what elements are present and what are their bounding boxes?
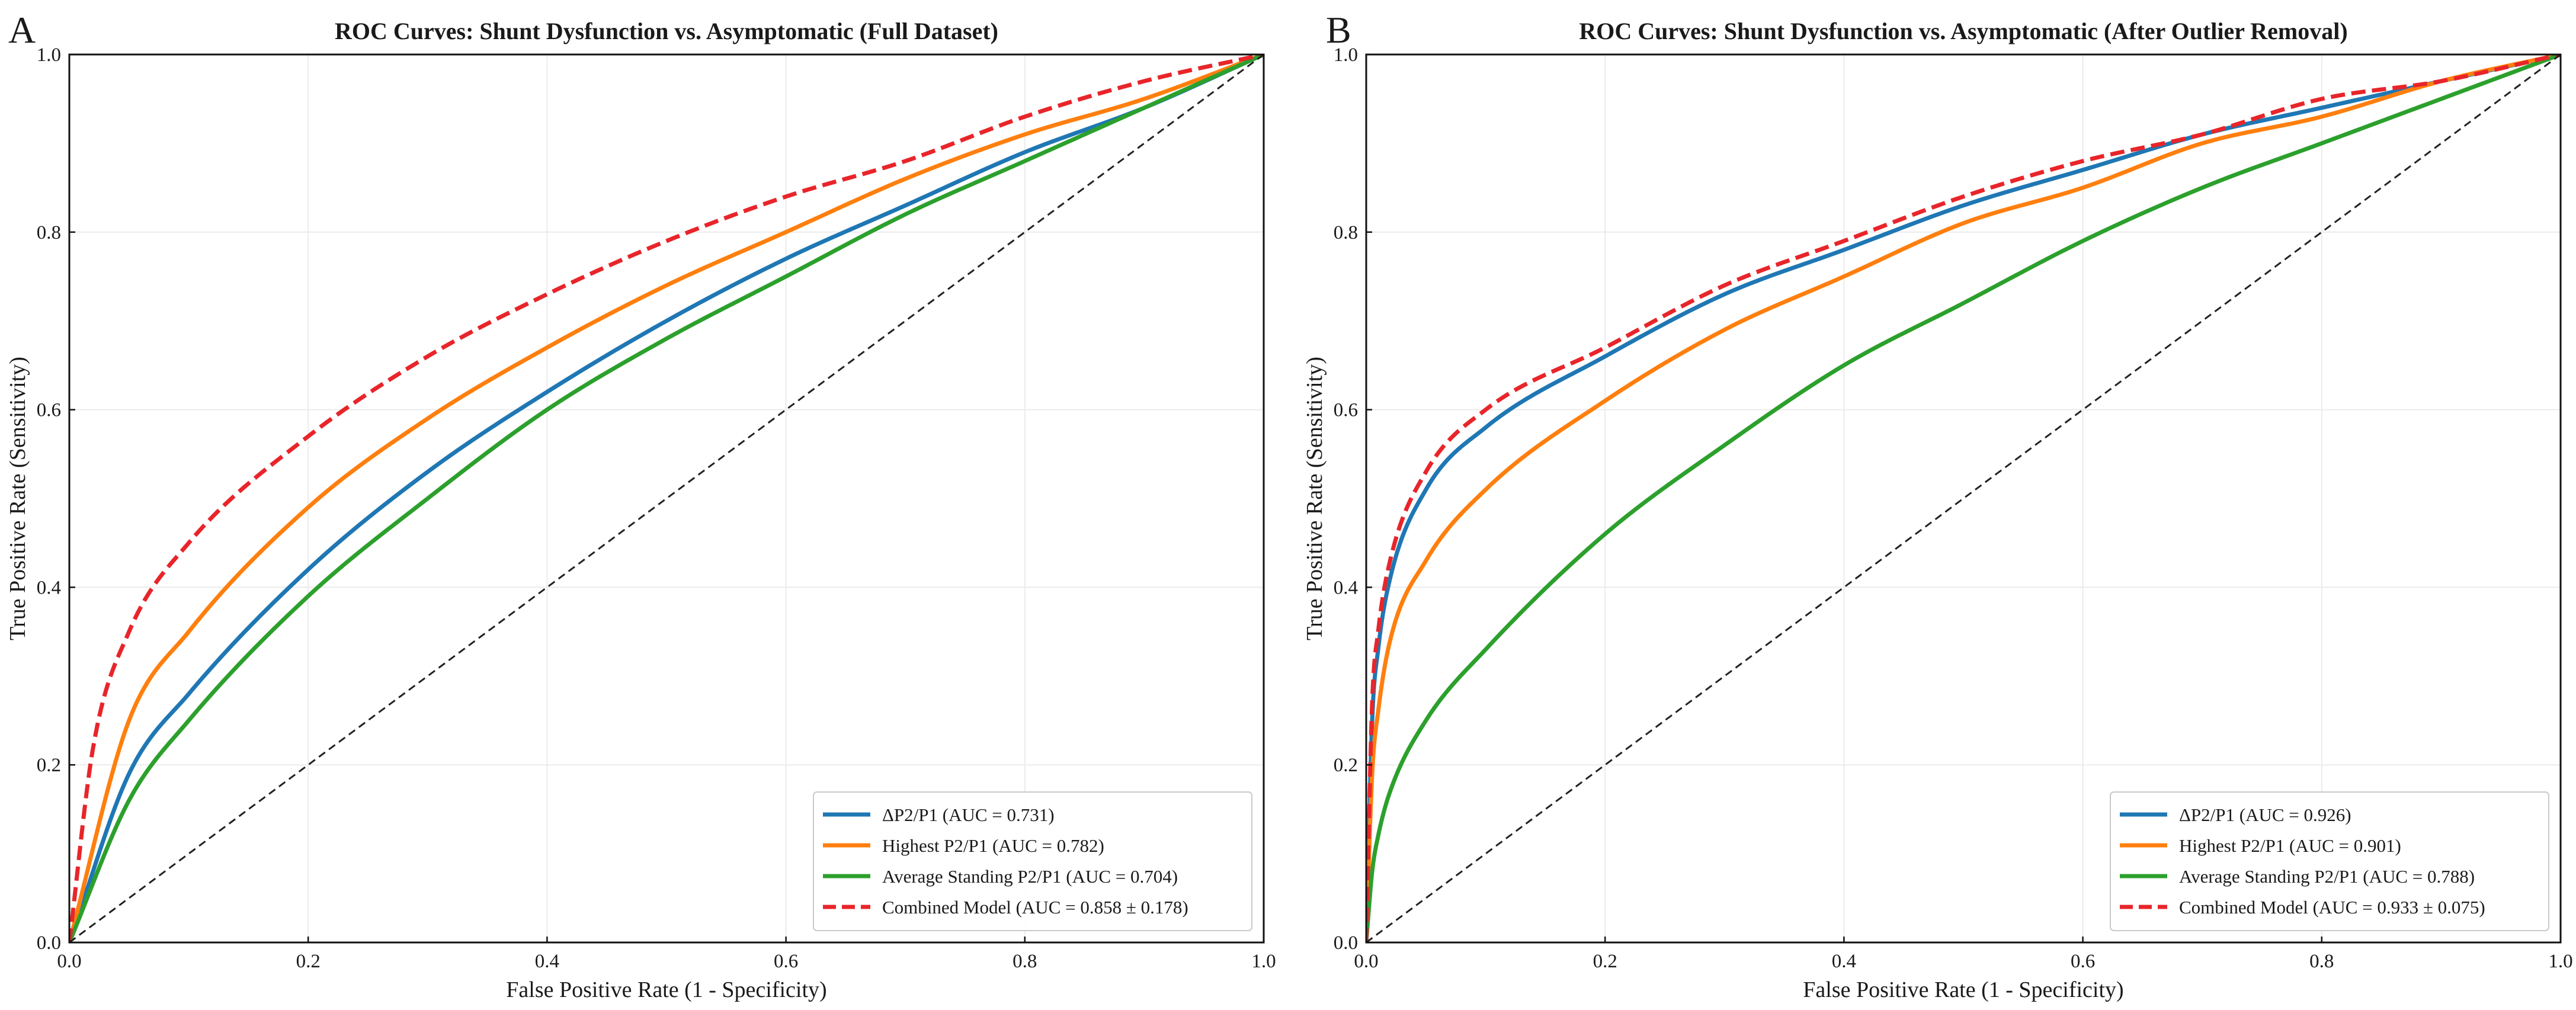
x-tick-label: 0.2 bbox=[1593, 951, 1617, 972]
y-tick-label: 0.0 bbox=[1334, 932, 1358, 954]
legend-label: Average Standing P2/P1 (AUC = 0.704) bbox=[882, 866, 1178, 887]
chart-title: ROC Curves: Shunt Dysfunction vs. Asympt… bbox=[335, 18, 998, 44]
plot-area bbox=[69, 54, 1264, 942]
x-tick-label: 0.4 bbox=[535, 951, 559, 972]
legend-label: Combined Model (AUC = 0.933 ± 0.075) bbox=[2179, 897, 2485, 918]
y-tick-label: 1.0 bbox=[37, 44, 61, 66]
roc-curve-series-2 bbox=[69, 54, 1264, 942]
roc-curve-series-1 bbox=[1366, 54, 2561, 942]
y-tick-label: 0.0 bbox=[37, 932, 61, 954]
x-tick-label: 0.2 bbox=[296, 951, 321, 972]
plot-area bbox=[1366, 54, 2561, 942]
legend-label: Highest P2/P1 (AUC = 0.901) bbox=[2179, 835, 2401, 856]
roc-curve-series-0 bbox=[1366, 54, 2561, 942]
axes-frame bbox=[68, 53, 1265, 944]
chart-title: ROC Curves: Shunt Dysfunction vs. Asympt… bbox=[1579, 18, 2347, 44]
roc-curve-series-0 bbox=[69, 54, 1264, 942]
roc-curve-series-3 bbox=[69, 54, 1264, 942]
axes-frame bbox=[1365, 53, 2562, 944]
x-tick-label: 0.8 bbox=[1013, 951, 1037, 972]
y-axis-label: True Positive Rate (Sensitivity) bbox=[5, 357, 30, 640]
roc-curve-series-1 bbox=[69, 54, 1264, 942]
legend-label: Combined Model (AUC = 0.858 ± 0.178) bbox=[882, 897, 1188, 918]
y-tick-label: 0.8 bbox=[1334, 222, 1358, 243]
y-axis-label: True Positive Rate (Sensitivity) bbox=[1302, 357, 1327, 640]
legend: ΔP2/P1 (AUC = 0.926) Highest P2/P1 (AUC =… bbox=[2110, 791, 2549, 931]
y-tick-label: 1.0 bbox=[1334, 44, 1358, 66]
legend-box bbox=[2110, 791, 2549, 931]
roc-curve-series-2 bbox=[1366, 54, 2561, 942]
x-tick-label: 0.6 bbox=[2071, 951, 2095, 972]
legend-box bbox=[813, 791, 1252, 931]
y-tick-label: 0.4 bbox=[37, 577, 61, 598]
x-tick-label: 0.0 bbox=[57, 951, 81, 972]
panel-letter: B bbox=[1326, 9, 1351, 51]
legend: ΔP2/P1 (AUC = 0.731) Highest P2/P1 (AUC =… bbox=[813, 791, 1252, 931]
y-tick-label: 0.6 bbox=[1334, 400, 1358, 421]
x-tick-label: 0.4 bbox=[1832, 951, 1856, 972]
chart-panel-a: A ROC Curves: Shunt Dysfunction vs. Asymp… bbox=[5, 9, 1276, 1002]
y-tick-label: 0.8 bbox=[37, 222, 61, 243]
legend-label: ΔP2/P1 (AUC = 0.731) bbox=[882, 804, 1055, 825]
x-tick-label: 1.0 bbox=[1251, 951, 1276, 972]
roc-curve-series-3 bbox=[1366, 54, 2561, 942]
x-axis-label: False Positive Rate (1 - Specificity) bbox=[1803, 977, 2123, 1002]
legend-label: Average Standing P2/P1 (AUC = 0.788) bbox=[2179, 866, 2475, 887]
y-tick-label: 0.2 bbox=[1334, 755, 1358, 776]
x-axis-label: False Positive Rate (1 - Specificity) bbox=[506, 977, 826, 1002]
y-tick-label: 0.6 bbox=[37, 400, 61, 421]
y-tick-label: 0.4 bbox=[1334, 577, 1358, 598]
x-tick-label: 0.8 bbox=[2309, 951, 2334, 972]
x-tick-label: 0.6 bbox=[774, 951, 798, 972]
x-tick-label: 0.0 bbox=[1354, 951, 1378, 972]
y-tick-label: 0.2 bbox=[37, 755, 61, 776]
x-tick-label: 1.0 bbox=[2548, 951, 2572, 972]
legend-label: Highest P2/P1 (AUC = 0.782) bbox=[882, 835, 1104, 856]
chart-panel-b: B ROC Curves: Shunt Dysfunction vs. Asymp… bbox=[1302, 9, 2573, 1002]
panel-letter: A bbox=[8, 9, 36, 51]
legend-label: ΔP2/P1 (AUC = 0.926) bbox=[2179, 804, 2351, 825]
